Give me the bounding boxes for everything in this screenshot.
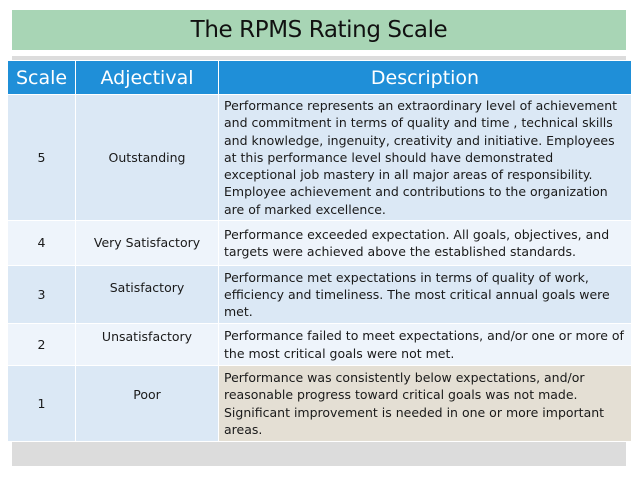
column-header-description: Description	[218, 60, 632, 95]
column-header-scale: Scale	[7, 60, 76, 95]
scale-cell: 2	[7, 323, 76, 366]
adjectival-cell: Poor	[75, 365, 219, 442]
table-row: 5 Outstanding Performance represents an …	[7, 94, 632, 221]
description-cell: Performance met expectations in terms of…	[218, 265, 632, 324]
scale-cell: 4	[7, 220, 76, 266]
description-cell: Performance exceeded expectation. All go…	[218, 220, 632, 266]
title-banner: The RPMS Rating Scale	[12, 10, 626, 50]
table-row: 3 Satisfactory Performance met expectati…	[7, 265, 632, 324]
column-header-adjectival: Adjectival	[75, 60, 219, 95]
page-title: The RPMS Rating Scale	[190, 17, 448, 43]
table-row: 4 Very Satisfactory Performance exceeded…	[7, 220, 632, 266]
scale-cell: 5	[7, 94, 76, 221]
table-header-row: Scale Adjectival Description	[7, 60, 632, 95]
scale-cell: 1	[7, 365, 76, 442]
table-row: 2 Unsatisfactory Performance failed to m…	[7, 323, 632, 366]
scale-cell: 3	[7, 265, 76, 324]
adjectival-cell: Outstanding	[75, 94, 219, 221]
adjectival-cell: Satisfactory	[75, 265, 219, 324]
description-cell: Performance represents an extraordinary …	[218, 94, 632, 221]
table-row: 1 Poor Performance was consistently belo…	[7, 365, 632, 442]
rating-scale-table: Scale Adjectival Description 5 Outstandi…	[7, 60, 632, 442]
description-cell: Performance failed to meet expectations,…	[218, 323, 632, 366]
adjectival-cell: Very Satisfactory	[75, 220, 219, 266]
adjectival-cell: Unsatisfactory	[75, 323, 219, 366]
description-cell: Performance was consistently below expec…	[218, 365, 632, 442]
